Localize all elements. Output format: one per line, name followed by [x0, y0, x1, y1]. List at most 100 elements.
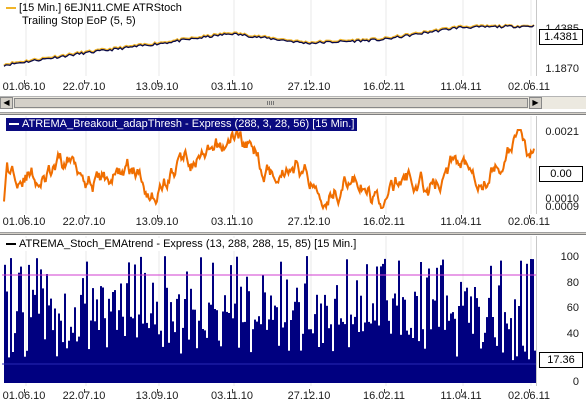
stoch-bar [518, 306, 520, 383]
stoch-bar [20, 266, 22, 383]
breakout-plot-area[interactable]: ATREMA_Breakout_adapThresh - Express (28… [2, 116, 536, 214]
stoch-bar [118, 310, 120, 383]
stoch-bar [24, 356, 26, 383]
stoch-tick-60: 60 [566, 302, 579, 314]
pane-separator[interactable] [0, 232, 586, 235]
stoch-bar [306, 256, 308, 383]
stoch-bar [196, 348, 198, 383]
stoch-plot-area[interactable]: ATREMA_Stoch_EMAtrend - Express (13, 288… [2, 236, 536, 386]
horizontal-scrollbar[interactable]: ◀ ▶ [0, 96, 586, 109]
stoch-bar [358, 332, 360, 383]
stoch-bar [136, 337, 138, 383]
stoch-bar [190, 288, 192, 383]
stoch-bar [186, 271, 188, 383]
stoch-bar [54, 308, 56, 383]
date-label: 03.11.10 [210, 81, 254, 93]
stoch-bar [160, 330, 162, 383]
stoch-bar [520, 260, 522, 383]
stoch-bar [426, 277, 428, 383]
date-tick [461, 215, 462, 219]
stoch-bar [470, 296, 472, 383]
stoch-bar [242, 322, 244, 383]
stoch-bar [248, 291, 250, 383]
stoch-bar [296, 287, 298, 383]
stoch-bar [158, 334, 160, 383]
stoch-pane: ATREMA_Stoch_EMAtrend - Express (13, 288… [0, 236, 586, 407]
stoch-bar [364, 322, 366, 383]
stoch-bar [340, 318, 342, 383]
stoch-bar [52, 330, 54, 383]
stoch-bar [412, 338, 414, 383]
breakout-legend: ATREMA_Breakout_adapThresh - Express (28… [6, 118, 358, 131]
stoch-bar [254, 319, 256, 383]
stoch-bar [456, 356, 458, 383]
stoch-bar [134, 264, 136, 383]
stoch-bar [352, 324, 354, 383]
stoch-tick-0: 0 [572, 376, 579, 388]
stoch-bar [318, 347, 320, 383]
stoch-bar [188, 339, 190, 383]
stoch-bar [356, 280, 358, 383]
stoch-bar [410, 327, 412, 383]
date-tick [232, 389, 233, 393]
stoch-bar [10, 258, 12, 383]
date-tick [84, 80, 85, 84]
stoch-bar [314, 314, 316, 383]
stoch-bar [42, 288, 44, 383]
stoch-bar [262, 275, 264, 383]
date-label: 01.06.10 [2, 81, 46, 93]
stoch-bar [60, 320, 62, 383]
stoch-bar [526, 263, 528, 383]
stoch-bar [14, 333, 16, 383]
stoch-scale[interactable]: 100 80 60 40 17.36 0 [536, 236, 586, 388]
date-tick [529, 80, 530, 84]
stoch-bar [92, 288, 94, 383]
stoch-bar [100, 286, 102, 383]
stoch-bar [442, 259, 444, 383]
price-last-value: 1.4381 [539, 29, 583, 45]
scroll-right-icon[interactable]: ▶ [529, 97, 542, 109]
stoch-bar [132, 318, 134, 383]
stoch-bar [458, 306, 460, 383]
price-scale[interactable]: 1.4385 1.4381 1.1870 [536, 0, 586, 76]
stoch-legend-text: ATREMA_Stoch_EMAtrend - Express (13, 288… [19, 238, 357, 250]
date-tick [232, 215, 233, 219]
stoch-bar [148, 328, 150, 383]
stoch-bar [58, 313, 60, 383]
pane-separator[interactable] [0, 112, 586, 115]
stoch-bar [524, 351, 526, 383]
stoch-bar [432, 299, 434, 383]
stoch-bar [240, 286, 242, 383]
stoch-bar [68, 340, 70, 383]
stoch-bar [6, 291, 8, 383]
stoch-bar [222, 311, 224, 383]
stoch-bar [90, 320, 92, 383]
stoch-bar [224, 295, 226, 383]
stoch-bar [422, 329, 424, 383]
stoch-bar [208, 302, 210, 383]
stoch-swatch [6, 243, 16, 246]
stoch-bar [236, 256, 238, 383]
breakout-scale[interactable]: 0.0021 0.00 0.0010 0.0009 [536, 116, 586, 214]
stoch-bar [420, 262, 422, 383]
date-label: 01.06.10 [2, 390, 46, 402]
stoch-bar [298, 302, 300, 383]
date-label: 22.07.10 [62, 216, 106, 228]
stoch-bar [232, 318, 234, 383]
scroll-thumb[interactable] [14, 98, 528, 108]
stoch-bar [96, 299, 98, 383]
stoch-bar [452, 312, 454, 383]
stoch-bar [34, 294, 36, 383]
stoch-legend: ATREMA_Stoch_EMAtrend - Express (13, 288… [6, 238, 359, 251]
stoch-bar [250, 352, 252, 383]
trailing-stop-legend: Trailing Stop EoP (5, 5) [22, 15, 136, 27]
date-tick [84, 215, 85, 219]
stoch-bar [180, 353, 182, 383]
date-label: 11.04.11 [440, 216, 482, 228]
breakout-last-value: 0.00 [539, 166, 583, 182]
scroll-left-icon[interactable]: ◀ [0, 97, 13, 109]
date-label: 16.02.11 [362, 390, 406, 402]
stoch-bar [276, 307, 278, 383]
price-plot-area[interactable]: [15 Min.] 6EJN11.CME ATRStoch Trailing S… [2, 0, 536, 76]
stoch-bar [94, 321, 96, 383]
